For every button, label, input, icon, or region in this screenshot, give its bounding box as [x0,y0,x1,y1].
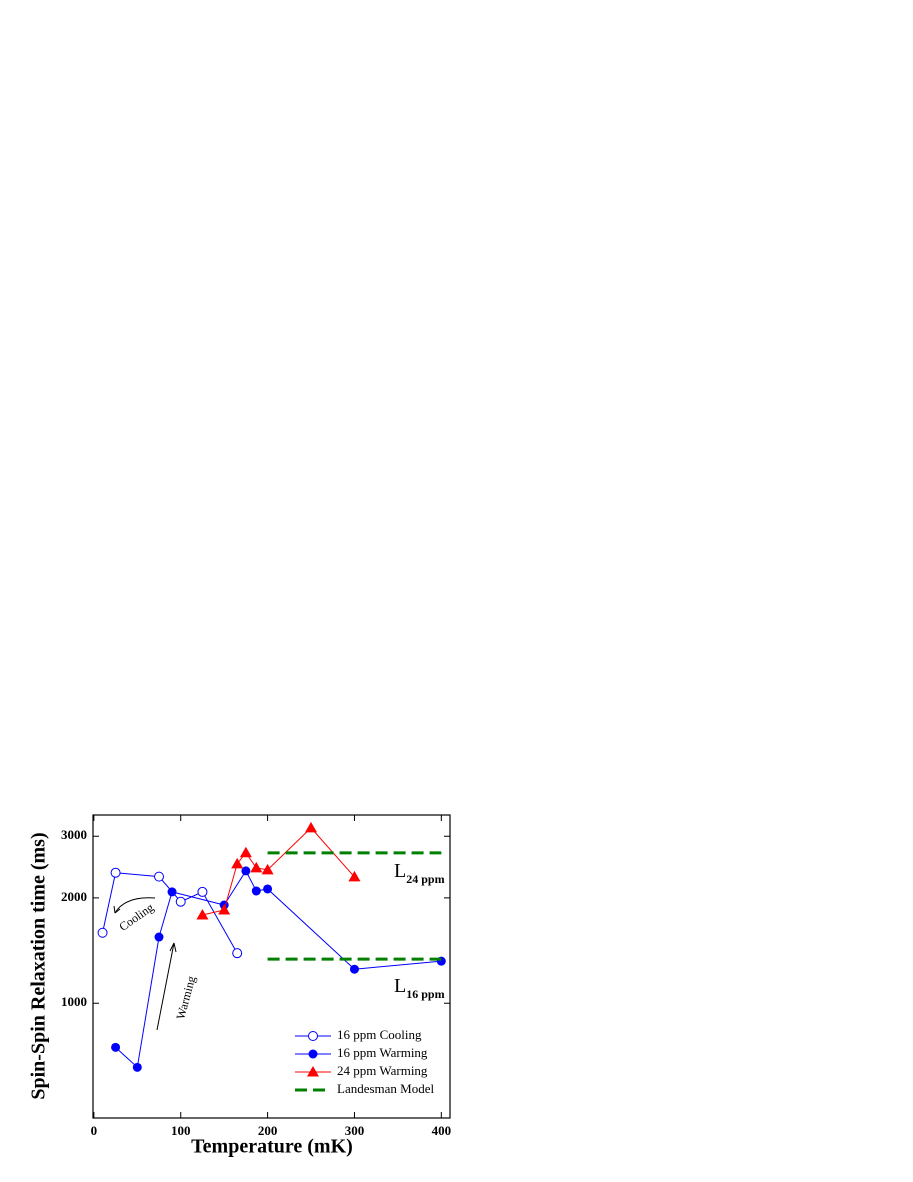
triangle-marker [218,903,231,915]
x-tick-label: 200 [258,1123,278,1138]
circle-marker [111,1042,121,1052]
triangle-marker [261,863,274,875]
plot-frame [92,814,451,1119]
warming-label: Warming [173,974,198,1020]
triangle-marker [239,846,252,858]
x-tick-label: 0 [91,1123,98,1138]
circle-marker [167,887,177,897]
triangle-marker [250,861,263,873]
series-line [115,869,442,1069]
open-circle-marker [175,896,186,907]
x-tick-label: 400 [432,1123,452,1138]
cooling-arrowhead [113,905,121,914]
x-tick-label: 100 [171,1123,191,1138]
open-circle-marker [197,886,208,897]
legend-label: 16 ppm Warming [337,1045,428,1060]
circle-marker [263,884,273,894]
l24-label: L24 ppm [394,860,445,886]
y-tick-label: 3000 [61,827,87,842]
series-line [102,872,238,954]
x-tick-label: 300 [345,1123,365,1138]
warming-arrow [156,942,175,1031]
circle-marker [308,1049,318,1059]
triangle-marker [307,1066,319,1077]
l16-label: L16 ppm [394,975,445,1001]
l16-main: L [394,975,406,997]
y-tick-label: 2000 [61,889,87,904]
triangle-marker [305,821,318,833]
open-circle-marker [232,948,243,959]
warming-arrowhead [169,942,177,953]
open-circle-marker [97,927,108,938]
l16-sub: 16 ppm [406,987,444,1001]
triangle-marker [196,908,209,920]
open-circle-marker [154,871,165,882]
y-axis-title: Spin-Spin Relaxation time (ms) [28,832,50,1099]
open-circle-marker [308,1031,318,1041]
legend-label: Landesman Model [337,1081,435,1096]
x-axis-title: Temperature (mK) [191,1136,353,1158]
series-line [202,827,355,916]
l24-main: L [394,860,406,882]
circle-marker [241,866,251,876]
legend-label: 24 ppm Warming [337,1063,428,1078]
circle-marker [132,1062,142,1072]
l24-sub: 24 ppm [406,872,444,886]
cooling-arrow [114,897,156,914]
triangle-marker [231,857,244,869]
circle-marker [349,964,359,974]
open-circle-marker [110,867,121,878]
triangle-marker [348,870,361,882]
circle-marker [154,932,164,942]
y-tick-label: 1000 [61,994,87,1009]
legend-label: 16 ppm Cooling [337,1027,422,1042]
circle-marker [251,886,261,896]
